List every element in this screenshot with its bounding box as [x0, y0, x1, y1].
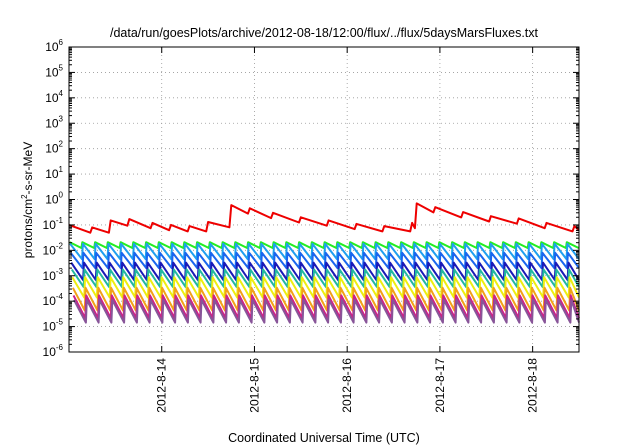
y-tick-label: 100: [45, 191, 63, 207]
y-axis-label-superscript: 2: [20, 194, 29, 199]
y-tick-label-base: 10: [45, 142, 59, 156]
y-tick-label-exponent: 2: [59, 140, 64, 149]
series-line: [68, 202, 580, 234]
x-tick-label: 2012-8-18: [526, 358, 540, 413]
y-tick-label: 102: [45, 140, 63, 156]
x-tick-label: 2012-8-17: [433, 358, 447, 413]
y-tick-label-exponent: -5: [56, 318, 64, 327]
y-tick-label-exponent: -6: [56, 343, 64, 352]
y-axis-label: protons/cm2-s-sr-MeV: [20, 142, 35, 258]
series-line: [71, 276, 580, 299]
y-axis-label-main: protons/cm: [21, 199, 35, 258]
x-axis: 2012-8-14 2012-8-15 2012-8-16 2012-8-17 2012…: [155, 47, 540, 413]
y-tick-label-base: 10: [43, 294, 57, 308]
y-tick-label-exponent: 5: [59, 63, 64, 72]
y-tick-label-base: 10: [43, 243, 57, 257]
y-tick-label-base: 10: [43, 320, 57, 334]
y-tick-label: 10-5: [43, 318, 64, 334]
y-tick-label: 106: [45, 38, 63, 54]
x-tick-label: 2012-8-16: [340, 358, 354, 413]
y-tick-label: 10-1: [43, 216, 64, 232]
y-tick-label-base: 10: [45, 40, 59, 54]
y-tick-label-base: 10: [45, 65, 59, 79]
y-axis: 10-610-510-410-310-210-11001011021031041…: [43, 38, 579, 359]
y-tick-label-exponent: -3: [56, 267, 64, 276]
y-tick-label-base: 10: [45, 91, 59, 105]
y-tick-label-base: 10: [45, 116, 59, 130]
y-tick-label-base: 10: [43, 269, 57, 283]
series-line: [69, 242, 580, 261]
y-tick-label: 10-2: [43, 241, 64, 257]
y-axis-label-rest: -s-sr-MeV: [21, 142, 35, 195]
chart-title: /data/run/goesPlots/archive/2012-08-18/1…: [110, 26, 539, 40]
y-tick-label-exponent: 4: [59, 89, 64, 98]
y-tick-label-exponent: -2: [56, 241, 64, 250]
y-tick-label-base: 10: [43, 218, 57, 232]
y-tick-label-base: 10: [43, 345, 57, 359]
y-tick-label: 104: [45, 89, 63, 105]
y-tick-label: 105: [45, 63, 63, 79]
y-tick-label-exponent: 3: [59, 114, 64, 123]
series-line: [69, 251, 580, 270]
y-tick-label: 10-4: [43, 292, 64, 308]
y-tick-label-base: 10: [45, 167, 59, 181]
y-tick-label-exponent: 6: [59, 38, 64, 47]
y-tick-label-exponent: -1: [56, 216, 64, 225]
y-tick-label: 10-6: [43, 343, 64, 359]
y-tick-label: 10-3: [43, 267, 64, 283]
x-tick-label: 2012-8-14: [155, 358, 169, 413]
y-tick-label-exponent: 1: [59, 165, 64, 174]
x-axis-label: Coordinated Universal Time (UTC): [228, 431, 420, 445]
x-tick-label: 2012-8-15: [247, 358, 261, 413]
y-tick-label: 103: [45, 114, 63, 130]
y-tick-label-exponent: -4: [56, 292, 64, 301]
series-group: [68, 202, 580, 324]
y-tick-label-exponent: 0: [59, 191, 64, 200]
y-tick-label-base: 10: [45, 193, 59, 207]
y-tick-label: 101: [45, 165, 63, 181]
series-line: [73, 298, 580, 324]
